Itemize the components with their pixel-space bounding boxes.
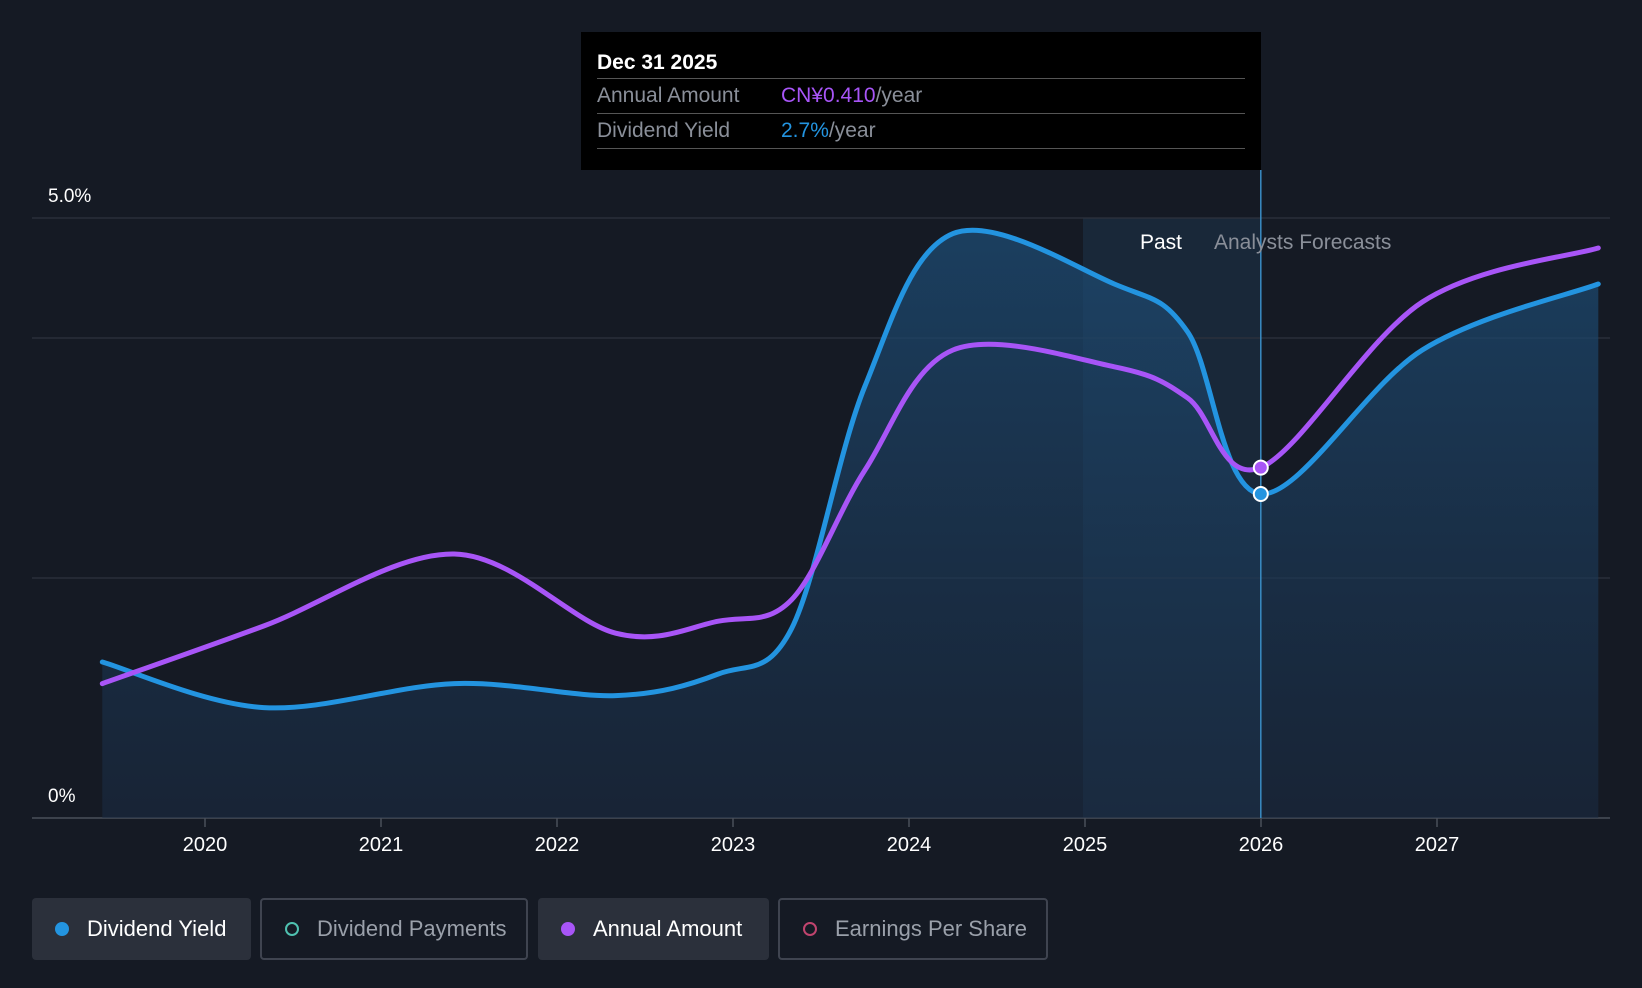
- tooltip-row-dividend-yield: Dividend Yield 2.7%/year: [597, 113, 1245, 149]
- x-tick-label: 2020: [183, 834, 228, 856]
- tooltip-label: Annual Amount: [597, 84, 740, 107]
- tooltip-row-annual-amount: Annual Amount CN¥0.410/year: [597, 78, 1245, 113]
- legend-label: Dividend Yield: [87, 916, 227, 941]
- area-fill-dividend-yield: [102, 230, 1599, 818]
- highlight-marker: [1252, 486, 1269, 502]
- x-tick-label: 2021: [359, 834, 404, 856]
- tooltip-value: CN¥0.410: [781, 84, 876, 107]
- legend-dividend-payments[interactable]: Dividend Payments: [260, 898, 528, 960]
- x-tick-label: 2026: [1239, 834, 1284, 856]
- tooltip: Dec 31 2025 Annual Amount CN¥0.410/year …: [581, 32, 1261, 170]
- ring-icon: [803, 922, 817, 936]
- x-tick-label: 2027: [1415, 834, 1460, 856]
- dot-icon: [55, 922, 69, 936]
- tooltip-date: Dec 31 2025: [597, 51, 718, 74]
- legend-annual-amount[interactable]: Annual Amount: [538, 898, 769, 960]
- x-tick-label: 2025: [1063, 834, 1108, 856]
- region-label-forecast: Analysts Forecasts: [1214, 231, 1391, 254]
- tooltip-value: 2.7%: [781, 119, 829, 142]
- legend-dividend-yield[interactable]: Dividend Yield: [32, 898, 251, 960]
- y-tick-label: 0%: [48, 786, 76, 807]
- region-label-past: Past: [1140, 231, 1182, 254]
- series-line-dividend-yield: [99, 227, 1601, 711]
- x-tick-label: 2023: [711, 834, 756, 856]
- ring-icon: [285, 922, 299, 936]
- series-line-annual-amount: [99, 245, 1601, 687]
- legend-label: Annual Amount: [593, 916, 743, 941]
- tooltip-unit: /year: [828, 119, 876, 142]
- tooltip-label: Dividend Yield: [597, 119, 731, 142]
- legend-label: Dividend Payments: [317, 916, 507, 941]
- x-tick-label: 2022: [535, 834, 580, 856]
- legend-earnings-per-share[interactable]: Earnings Per Share: [778, 898, 1048, 960]
- y-tick-label: 5.0%: [48, 186, 91, 207]
- legend-label: Earnings Per Share: [835, 916, 1027, 941]
- tooltip-unit: /year: [875, 84, 923, 107]
- dot-icon: [561, 922, 575, 936]
- highlight-marker: [1252, 459, 1269, 476]
- x-tick-label: 2024: [887, 834, 932, 856]
